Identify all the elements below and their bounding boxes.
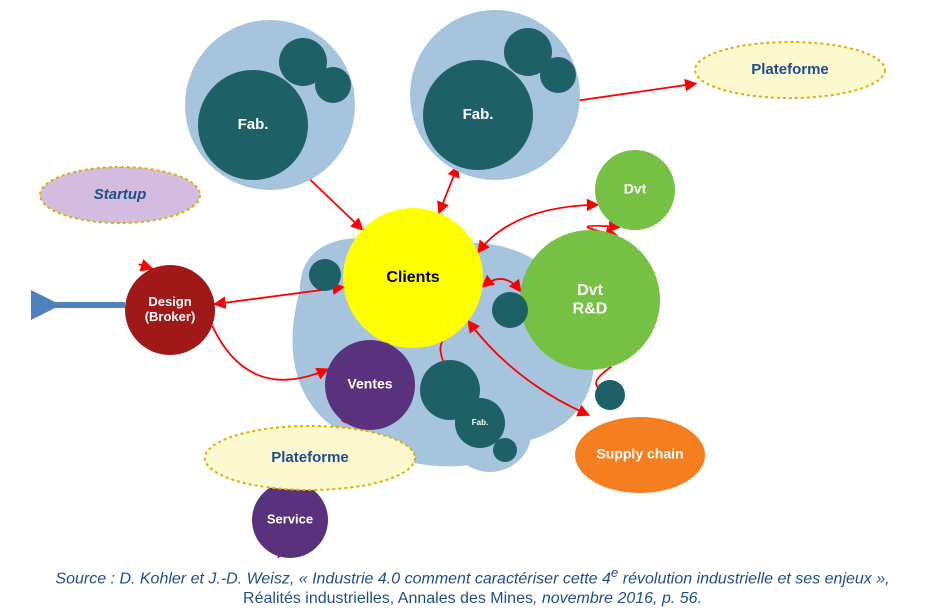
edge-1 — [439, 166, 458, 213]
label-fab3_big: Fab. — [472, 418, 488, 427]
node-fab3_s — [493, 438, 517, 462]
node-fab2_s2 — [540, 57, 576, 93]
caption-part-2: révolution industrielle et ses enjeux », — [618, 570, 889, 587]
label-design: Design — [148, 294, 191, 309]
label-plate2: Plateforme — [271, 449, 349, 466]
caption-part-1: Source : D. Kohler et J.-D. Weisz, « Ind… — [55, 570, 610, 587]
network-diagram: Fab.Fab.ClientsDvtR&DDvtVentesServiceDes… — [0, 0, 945, 565]
label-dvtrd: R&D — [573, 300, 608, 317]
label-service: Service — [267, 511, 313, 526]
node-fab1_s2 — [315, 67, 351, 103]
label-plate1: Plateforme — [751, 61, 829, 78]
label-startup: Startup — [94, 186, 147, 203]
caption-regular: Réalités industrielles, Annales des Mine… — [243, 590, 533, 607]
label-dvtrd: Dvt — [577, 282, 603, 299]
label-fab2_big: Fab. — [463, 106, 494, 123]
node-teal_a — [309, 259, 341, 291]
source-caption: Source : D. Kohler et J.-D. Weisz, « Ind… — [0, 565, 945, 609]
label-design: (Broker) — [145, 309, 196, 324]
label-clients: Clients — [386, 269, 439, 286]
caption-part-3: , novembre 2016, p. 56. — [533, 590, 702, 607]
edge-12 — [139, 265, 152, 269]
label-fab1_big: Fab. — [238, 116, 269, 133]
node-teal_d — [595, 380, 625, 410]
label-ventes: Ventes — [347, 376, 392, 392]
node-teal_c — [492, 292, 528, 328]
label-dvt: Dvt — [624, 181, 647, 197]
label-sc: Supply chain — [596, 446, 683, 462]
